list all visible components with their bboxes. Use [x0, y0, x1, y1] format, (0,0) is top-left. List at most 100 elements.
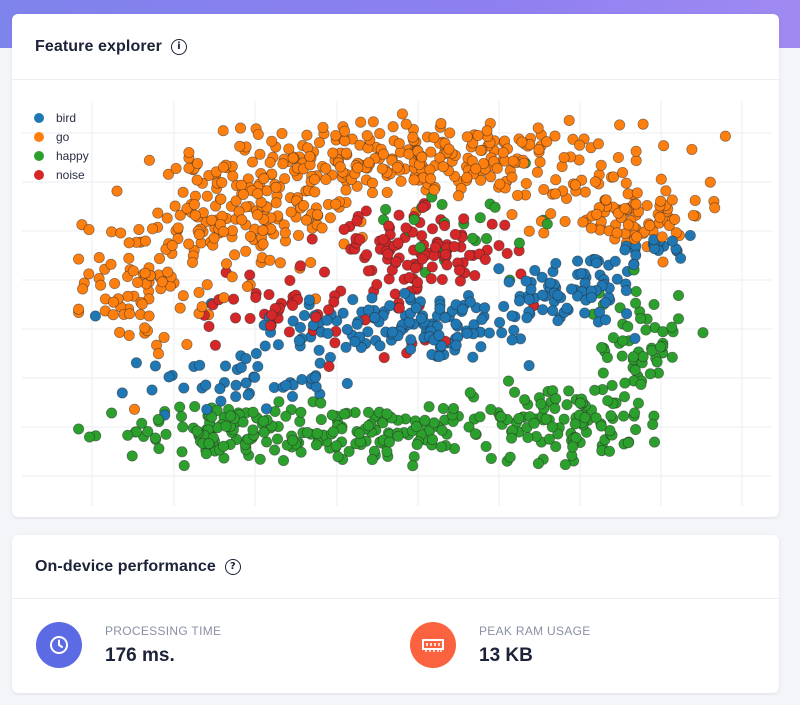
- point-happy[interactable]: [175, 410, 188, 423]
- point-happy[interactable]: [311, 427, 323, 439]
- point-go[interactable]: [139, 322, 151, 334]
- point-bird[interactable]: [362, 304, 375, 316]
- point-happy[interactable]: [363, 420, 375, 432]
- point-bird[interactable]: [415, 312, 427, 324]
- point-bird[interactable]: [579, 307, 591, 319]
- point-go[interactable]: [704, 176, 716, 188]
- point-go[interactable]: [494, 178, 506, 190]
- point-bird[interactable]: [405, 334, 417, 346]
- point-go[interactable]: [506, 171, 518, 183]
- point-happy[interactable]: [273, 396, 285, 408]
- point-noise[interactable]: [244, 269, 256, 281]
- feature-scatter-plot[interactable]: [12, 81, 779, 517]
- point-noise[interactable]: [463, 249, 476, 261]
- point-happy[interactable]: [315, 414, 327, 426]
- point-happy[interactable]: [294, 415, 306, 427]
- point-go[interactable]: [122, 290, 134, 302]
- legend-item-noise[interactable]: noise: [34, 165, 89, 184]
- point-happy[interactable]: [604, 425, 616, 437]
- point-bird[interactable]: [439, 312, 451, 324]
- point-happy[interactable]: [589, 384, 601, 396]
- point-noise[interactable]: [360, 205, 372, 217]
- point-bird[interactable]: [313, 344, 325, 356]
- point-happy[interactable]: [644, 368, 656, 380]
- point-happy[interactable]: [277, 455, 290, 467]
- point-happy[interactable]: [579, 412, 591, 424]
- point-go[interactable]: [73, 253, 85, 265]
- point-happy[interactable]: [601, 352, 613, 364]
- point-happy[interactable]: [436, 424, 448, 436]
- point-bird[interactable]: [294, 321, 306, 333]
- point-bird[interactable]: [240, 353, 252, 365]
- point-happy[interactable]: [410, 421, 422, 433]
- point-happy[interactable]: [474, 212, 486, 224]
- point-go[interactable]: [123, 252, 135, 264]
- point-happy[interactable]: [528, 417, 540, 429]
- point-happy[interactable]: [315, 397, 327, 409]
- point-go[interactable]: [236, 214, 248, 226]
- point-go[interactable]: [114, 326, 126, 338]
- point-go[interactable]: [311, 209, 323, 221]
- point-noise[interactable]: [486, 218, 498, 230]
- point-go[interactable]: [217, 125, 229, 137]
- point-happy[interactable]: [666, 351, 678, 363]
- point-happy[interactable]: [535, 398, 547, 410]
- point-bird[interactable]: [494, 316, 506, 328]
- point-go[interactable]: [470, 163, 482, 175]
- point-noise[interactable]: [244, 312, 256, 324]
- point-happy[interactable]: [177, 421, 189, 433]
- point-bird[interactable]: [550, 257, 562, 269]
- point-happy[interactable]: [469, 428, 481, 440]
- point-go[interactable]: [123, 329, 135, 341]
- point-happy[interactable]: [697, 327, 709, 339]
- point-happy[interactable]: [327, 426, 339, 438]
- point-go[interactable]: [361, 130, 373, 142]
- point-happy[interactable]: [136, 417, 148, 429]
- point-go[interactable]: [533, 143, 545, 156]
- point-happy[interactable]: [513, 237, 525, 249]
- point-go[interactable]: [600, 194, 612, 206]
- point-go[interactable]: [366, 177, 379, 189]
- point-go[interactable]: [444, 127, 456, 139]
- point-bird[interactable]: [565, 283, 578, 295]
- point-noise[interactable]: [403, 271, 415, 284]
- point-bird[interactable]: [433, 329, 445, 341]
- point-noise[interactable]: [306, 233, 318, 245]
- point-go[interactable]: [532, 122, 544, 134]
- point-happy[interactable]: [637, 351, 649, 363]
- point-happy[interactable]: [640, 324, 652, 336]
- point-go[interactable]: [156, 276, 168, 288]
- point-bird[interactable]: [536, 271, 548, 283]
- point-bird[interactable]: [250, 347, 262, 360]
- point-happy[interactable]: [519, 394, 531, 406]
- point-go[interactable]: [531, 166, 543, 178]
- point-bird[interactable]: [523, 293, 535, 305]
- point-go[interactable]: [330, 129, 342, 142]
- point-happy[interactable]: [247, 424, 259, 436]
- point-noise[interactable]: [209, 339, 221, 351]
- point-happy[interactable]: [629, 407, 641, 419]
- point-bird[interactable]: [630, 249, 642, 261]
- point-bird[interactable]: [493, 263, 505, 275]
- point-go[interactable]: [152, 207, 164, 219]
- point-go[interactable]: [244, 230, 256, 242]
- point-noise[interactable]: [310, 311, 322, 323]
- point-go[interactable]: [317, 121, 329, 133]
- point-go[interactable]: [655, 195, 667, 207]
- point-noise[interactable]: [409, 262, 421, 274]
- point-bird[interactable]: [322, 327, 334, 339]
- point-bird[interactable]: [287, 315, 299, 327]
- point-happy[interactable]: [502, 375, 515, 387]
- point-bird[interactable]: [544, 277, 556, 289]
- point-happy[interactable]: [295, 406, 307, 418]
- point-happy[interactable]: [474, 411, 486, 423]
- point-go[interactable]: [304, 150, 316, 163]
- point-go[interactable]: [106, 226, 118, 238]
- point-go[interactable]: [534, 156, 546, 168]
- point-go[interactable]: [330, 198, 342, 210]
- point-go[interactable]: [320, 162, 332, 174]
- point-happy[interactable]: [423, 401, 435, 413]
- point-noise[interactable]: [323, 304, 335, 316]
- point-bird[interactable]: [520, 275, 532, 287]
- point-go[interactable]: [174, 302, 186, 314]
